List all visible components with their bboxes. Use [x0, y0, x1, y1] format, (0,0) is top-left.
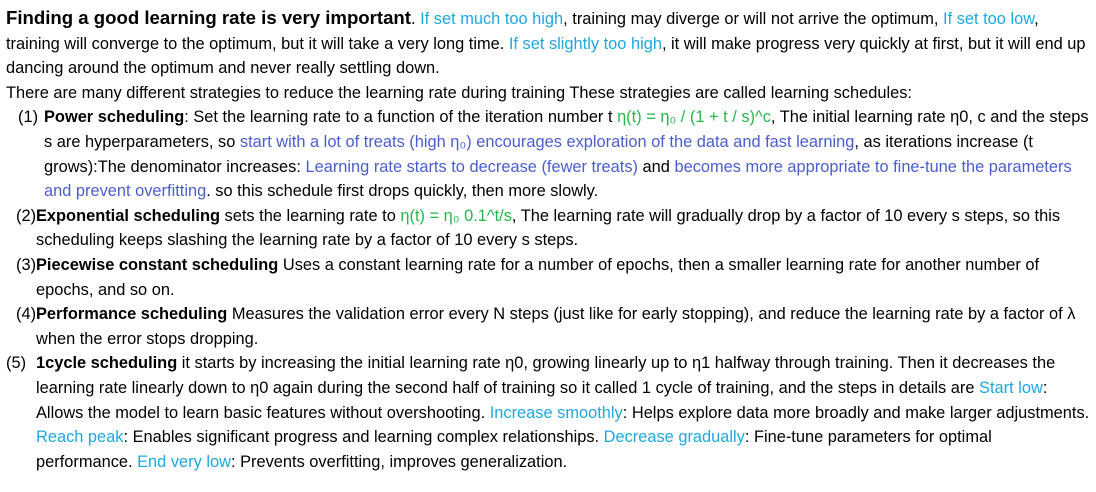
schedule-item-piecewise: (3) Piecewise constant scheduling Uses a … [6, 253, 1090, 302]
slight-rate-label: If set slightly too high [508, 34, 662, 53]
item-number: (3) [16, 255, 37, 274]
schedule-item-power: (1) Power scheduling: Set the learning ra… [6, 105, 1090, 203]
low-rate-label: If set too low [943, 10, 1035, 28]
item-name: Performance scheduling [36, 305, 228, 324]
step-end-very-low: End very low [137, 452, 231, 471]
item-number: (2) [16, 206, 37, 225]
schedule-item-performance: (4) Performance scheduling Measures the v… [6, 302, 1090, 351]
item-text: : Prevents overfitting, improves general… [230, 452, 568, 471]
intro-title-end: . [411, 10, 421, 28]
intro-title: Finding a good learning rate is very imp… [6, 7, 411, 28]
exponential-formula: η(t) = η₀ 0.1^t/s [400, 206, 512, 225]
high-rate-text: , training may diverge or will not arriv… [563, 10, 944, 28]
step-decrease-gradually: Decrease gradually [603, 428, 745, 447]
item-text: . so this schedule first drops quickly, … [206, 182, 599, 201]
item-text: : Helps explore data more broadly and ma… [622, 403, 1090, 422]
item-number: (1) [18, 108, 39, 127]
item-text: , as iterations increase (t grows):The d… [44, 132, 1033, 176]
item-number: (4) [16, 305, 37, 324]
item-text: : Enables significant progress and learn… [123, 428, 604, 447]
strategies-line: There are many different strategies to r… [6, 83, 912, 102]
high-rate-label: If set much too high [420, 10, 564, 28]
intro-paragraph: Finding a good learning rate is very imp… [6, 6, 1090, 81]
schedule-item-exponential: (2) Exponential scheduling sets the learn… [6, 204, 1090, 253]
item-name: 1cycle scheduling [36, 354, 178, 373]
item-text: : Set the learning rate to a function of… [184, 108, 618, 127]
step-increase-smoothly: Increase smoothly [489, 403, 623, 422]
item-text: sets the learning rate to [219, 206, 401, 225]
item-text: and [638, 157, 675, 176]
item-text: , The learning rate will gradually drop … [36, 206, 1061, 250]
item-text: , The initial learning rate η0, c and th… [44, 108, 1089, 151]
item-name: Power scheduling [44, 108, 185, 127]
item-text: it starts by increasing the initial lear… [36, 354, 1056, 397]
item-text: : Fine-tune parameters for optimal perfo… [36, 428, 992, 471]
power-formula: η(t) = η₀ / (1 + t / s)^c [617, 108, 771, 127]
item-name: Exponential scheduling [36, 206, 220, 225]
item-text: : Allows the model to learn basic featur… [36, 378, 1048, 422]
item-number: (5) [6, 354, 27, 373]
low-rate-text: , training will converge to the optimum,… [6, 10, 1039, 53]
item-text: Uses a constant learning rate for a numb… [36, 255, 1040, 299]
step-start-low: Start low [979, 378, 1043, 397]
item-name: Piecewise constant scheduling [36, 255, 279, 274]
power-highlight-explore: start with a lot of treats (high η₀) enc… [239, 132, 855, 151]
slight-rate-text: , it will make progress very quickly at … [6, 34, 1086, 78]
schedule-item-1cycle: (5) 1cycle scheduling it starts by increa… [6, 351, 1090, 474]
power-highlight-decrease: Learning rate starts to decrease (fewer … [305, 157, 638, 176]
power-highlight-finetune: becomes more appropriate to fine-tune th… [44, 157, 1072, 201]
step-reach-peak: Reach peak [36, 428, 124, 447]
item-text: Measures the validation error every N st… [36, 305, 1076, 348]
